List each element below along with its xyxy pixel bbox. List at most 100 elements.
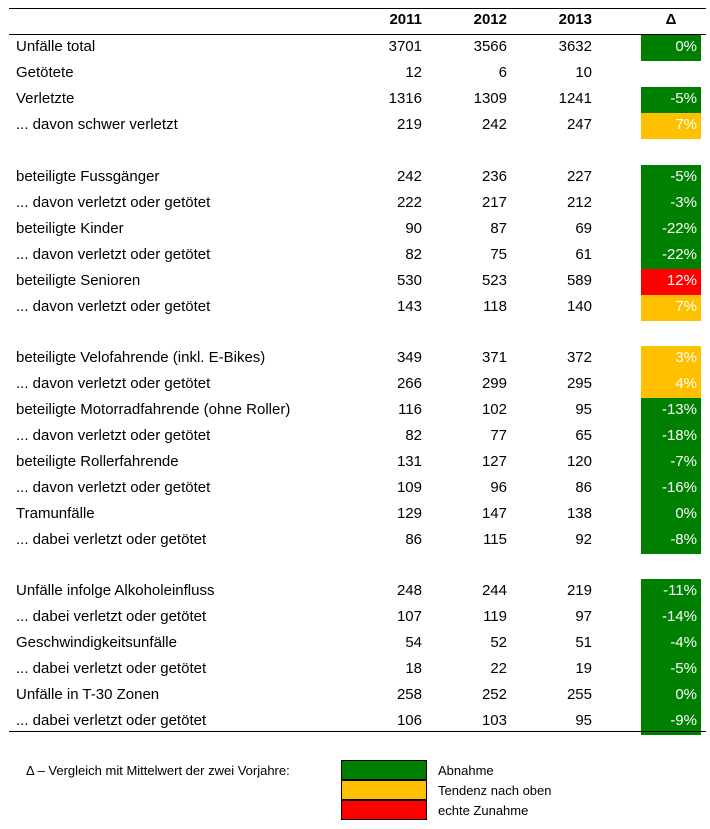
value-2012: 523 <box>481 272 507 289</box>
value-2011: 129 <box>396 505 422 522</box>
legend-swatch-green <box>341 760 427 780</box>
value-2013: 61 <box>575 246 592 263</box>
value-2013: 1241 <box>558 90 592 107</box>
legend-swatch-orange <box>341 780 427 800</box>
table-row: ... dabei verletzt oder getötet 18 22 19 -5% <box>0 657 710 683</box>
value-2013: 212 <box>566 194 592 211</box>
row-label: Unfälle infolge Alkoholeinfluss <box>16 582 215 599</box>
value-2013: 3632 <box>558 38 592 55</box>
value-2012: 252 <box>481 686 507 703</box>
value-2011: 258 <box>396 686 422 703</box>
value-2012: 242 <box>481 116 507 133</box>
value-2013: 295 <box>566 375 592 392</box>
row-label: beteiligte Motorradfahrende (ohne Roller… <box>16 401 291 418</box>
value-2011: 82 <box>405 427 422 444</box>
delta-cell: -9% <box>641 709 701 735</box>
delta-cell: -16% <box>641 476 701 502</box>
row-label: Unfälle total <box>16 38 96 55</box>
header-rule <box>9 34 706 35</box>
delta-cell <box>641 61 701 87</box>
table-row: ... davon verletzt oder getötet 82 75 61 -22… <box>0 243 710 269</box>
row-label: beteiligte Fussgänger <box>16 168 160 185</box>
value-2012: 77 <box>490 427 507 444</box>
value-2011: 222 <box>396 194 422 211</box>
value-2011: 18 <box>405 660 422 677</box>
delta-cell: -18% <box>641 424 701 450</box>
value-2011: 82 <box>405 246 422 263</box>
delta-cell: 4% <box>641 372 701 398</box>
value-2013: 227 <box>566 168 592 185</box>
value-2012: 147 <box>481 505 507 522</box>
delta-cell: -5% <box>641 165 701 191</box>
value-2013: 372 <box>566 349 592 366</box>
table-row: beteiligte Velofahrende (inkl. E-Bikes) 3… <box>0 346 710 372</box>
value-2012: 6 <box>498 64 507 81</box>
table-row: Unfälle total 3701 3566 3632 0% <box>0 35 710 61</box>
row-label: ... dabei verletzt oder getötet <box>16 712 207 729</box>
value-2012: 371 <box>481 349 507 366</box>
header-2011: 2011 <box>389 11 422 28</box>
value-2012: 87 <box>490 220 507 237</box>
value-2013: 10 <box>575 64 592 81</box>
value-2013: 92 <box>575 531 592 548</box>
table-row: Tramunfälle 129 147 138 0% <box>0 502 710 528</box>
value-2012: 119 <box>483 608 507 625</box>
table-row: Getötete 12 6 10 <box>0 61 710 87</box>
value-2011: 12 <box>405 64 422 81</box>
table-row: Verletzte 1316 1309 1241 -5% <box>0 87 710 113</box>
table-row: ... davon verletzt oder getötet 109 96 86 -1… <box>0 476 710 502</box>
row-label: ... dabei verletzt oder getötet <box>16 531 207 548</box>
value-2012: 75 <box>490 246 507 263</box>
value-2013: 95 <box>575 712 592 729</box>
value-2012: 217 <box>481 194 507 211</box>
table-row: ... davon verletzt oder getötet 222 217 212… <box>0 191 710 217</box>
legend-label-upward-trend: Tendenz nach oben <box>438 783 552 798</box>
legend-swatch-red <box>341 800 427 820</box>
value-2011: 219 <box>396 116 422 133</box>
value-2012: 22 <box>490 660 507 677</box>
table-row: Unfälle in T-30 Zonen 258 252 255 0% <box>0 683 710 709</box>
row-label: ... dabei verletzt oder getötet <box>16 608 207 625</box>
delta-cell: 12% <box>641 269 701 295</box>
delta-cell: -5% <box>641 657 701 683</box>
delta-cell: -5% <box>641 87 701 113</box>
value-2013: 65 <box>575 427 592 444</box>
value-2012: 52 <box>490 634 507 651</box>
row-label: Geschwindigkeitsunfälle <box>16 634 177 651</box>
delta-cell: -14% <box>641 605 701 631</box>
value-2011: 106 <box>396 712 422 729</box>
value-2011: 86 <box>405 531 422 548</box>
delta-cell: 7% <box>641 113 701 139</box>
value-2012: 115 <box>483 531 507 548</box>
value-2011: 1316 <box>388 90 422 107</box>
value-2013: 255 <box>566 686 592 703</box>
table-row: beteiligte Rollerfahrende 131 127 120 -7% <box>0 450 710 476</box>
value-2012: 299 <box>481 375 507 392</box>
row-label: ... davon schwer verletzt <box>16 116 178 133</box>
value-2011: 530 <box>396 272 422 289</box>
delta-cell: -11% <box>641 579 701 605</box>
delta-cell: -3% <box>641 191 701 217</box>
delta-cell: -8% <box>641 528 701 554</box>
row-label: Unfälle in T-30 Zonen <box>16 686 160 703</box>
value-2013: 589 <box>566 272 592 289</box>
value-2011: 349 <box>396 349 422 366</box>
table-row: Unfälle infolge Alkoholeinfluss 248 244 219… <box>0 579 710 605</box>
top-rule <box>9 8 706 9</box>
value-2012: 103 <box>481 712 507 729</box>
row-label: ... davon verletzt oder getötet <box>16 375 211 392</box>
value-2013: 51 <box>575 634 592 651</box>
row-label: ... davon verletzt oder getötet <box>16 194 211 211</box>
value-2012: 96 <box>490 479 507 496</box>
bottom-rule <box>9 731 706 732</box>
row-label: ... davon verletzt oder getötet <box>16 427 211 444</box>
value-2013: 97 <box>575 608 592 625</box>
row-label: beteiligte Rollerfahrende <box>16 453 179 470</box>
table-row: beteiligte Kinder 90 87 69 -22% <box>0 217 710 243</box>
delta-cell: 7% <box>641 295 701 321</box>
value-2013: 95 <box>575 401 592 418</box>
value-2011: 109 <box>396 479 422 496</box>
value-2012: 3566 <box>473 38 507 55</box>
value-2013: 120 <box>566 453 592 470</box>
row-label: ... davon verletzt oder getötet <box>16 479 211 496</box>
